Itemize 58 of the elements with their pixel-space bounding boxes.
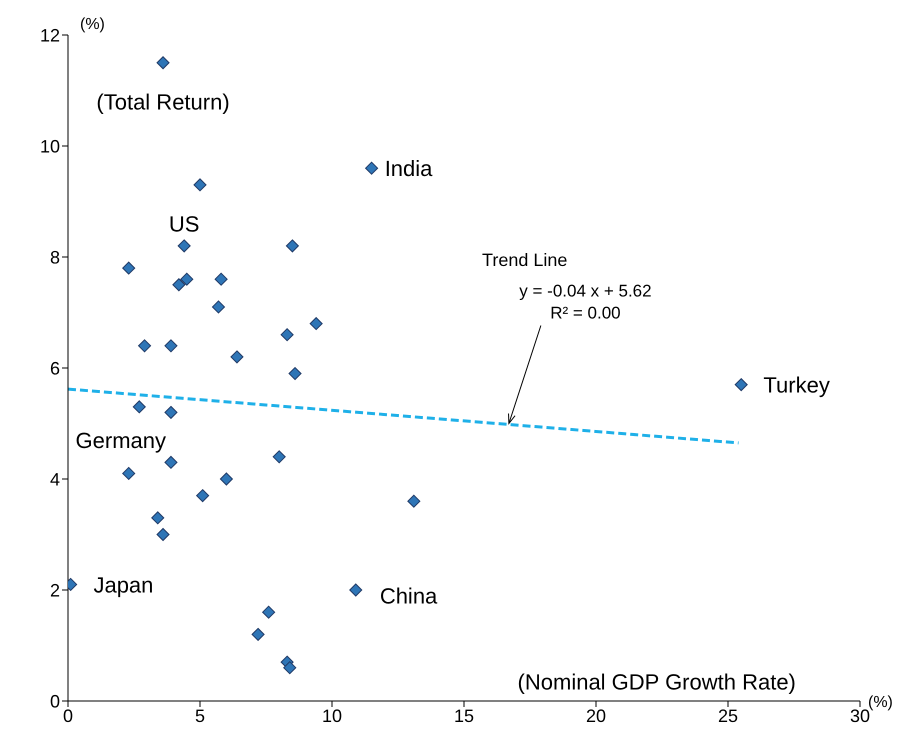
point bbox=[212, 300, 225, 314]
point bbox=[132, 400, 146, 414]
point bbox=[734, 378, 748, 392]
y-tick-label: 12 bbox=[40, 25, 60, 46]
x-tick-label: 20 bbox=[586, 706, 606, 726]
point bbox=[280, 328, 294, 342]
point bbox=[122, 262, 136, 275]
point bbox=[283, 661, 296, 674]
point bbox=[194, 178, 206, 192]
point bbox=[122, 466, 136, 480]
annotation: (Total Return) bbox=[96, 89, 230, 114]
point bbox=[156, 56, 170, 70]
x-axis-title: (%) bbox=[868, 694, 893, 711]
point bbox=[156, 528, 170, 541]
point bbox=[365, 162, 378, 175]
annotation: Japan bbox=[93, 572, 154, 598]
point bbox=[230, 350, 244, 364]
x-tick-label: 0 bbox=[62, 706, 74, 726]
point bbox=[178, 239, 191, 252]
annotation: India bbox=[384, 156, 434, 182]
point bbox=[138, 339, 152, 352]
point bbox=[252, 628, 265, 641]
y-tick-label: 4 bbox=[50, 469, 60, 490]
y-tick-label: 10 bbox=[40, 136, 60, 156]
y-tick-label: 8 bbox=[50, 247, 60, 268]
point bbox=[286, 239, 299, 252]
x-tick-label: 15 bbox=[454, 706, 474, 726]
x-tick-label: 10 bbox=[322, 706, 342, 726]
point bbox=[180, 272, 194, 286]
point bbox=[349, 584, 362, 596]
annotation: Trend Line bbox=[482, 250, 568, 270]
point bbox=[196, 489, 210, 502]
annotation: (Nominal GDP Growth Rate) bbox=[518, 669, 796, 694]
point bbox=[262, 606, 276, 619]
annotation: Turkey bbox=[763, 372, 830, 398]
annotation: US bbox=[168, 212, 200, 237]
y-tick-label: 0 bbox=[50, 691, 60, 712]
point bbox=[151, 511, 164, 524]
annotation: R² = 0.00 bbox=[550, 304, 621, 323]
y-tick-label: 2 bbox=[50, 580, 60, 600]
y-tick-label: 6 bbox=[50, 358, 60, 378]
point bbox=[407, 494, 420, 508]
point bbox=[172, 278, 186, 292]
point bbox=[214, 272, 228, 286]
point bbox=[164, 456, 178, 469]
x-tick-label: 5 bbox=[194, 706, 206, 726]
annotation: y = -0.04 x + 5.62 bbox=[519, 281, 652, 300]
point bbox=[220, 472, 233, 486]
annotation: China bbox=[380, 583, 438, 608]
point bbox=[272, 450, 286, 464]
point bbox=[164, 339, 178, 352]
point bbox=[164, 406, 178, 419]
point bbox=[288, 367, 302, 380]
annotation: Germany bbox=[76, 428, 166, 453]
x-tick-label: 25 bbox=[718, 706, 738, 726]
x-tick-label: 30 bbox=[850, 706, 870, 726]
y-axis-title: (%) bbox=[80, 16, 105, 34]
point bbox=[310, 317, 323, 330]
